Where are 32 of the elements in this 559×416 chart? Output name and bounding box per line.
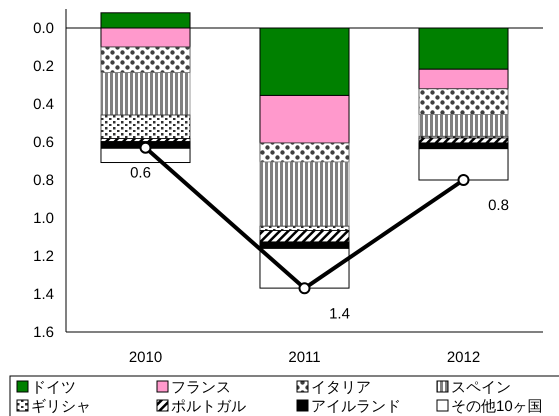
bar [260, 162, 350, 227]
point [298, 282, 310, 294]
legend-label: ギリシャ [31, 398, 91, 415]
legend-label: ポルトガル [171, 398, 246, 415]
bar [100, 46, 190, 74]
legend-label: アイルランド [311, 398, 401, 415]
y-tick-label: 0.2 [33, 58, 54, 75]
y-tick-label: 0.8 [33, 172, 54, 189]
legend-label: その他10ヶ国 [451, 398, 543, 415]
y-tick-label: 1.6 [33, 324, 54, 341]
data-label: 0.6 [130, 164, 151, 182]
data-label: 0.8 [488, 197, 509, 214]
bar [100, 72, 190, 116]
y-tick-label: 1.4 [33, 286, 54, 303]
y-tick-label: 1.0 [33, 210, 54, 227]
bar [100, 114, 190, 139]
legend-label: ドイツ [31, 379, 76, 396]
legend-label: フランス [171, 379, 231, 396]
legend-label: スペイン [451, 379, 511, 396]
y-tick-label: 1.2 [33, 248, 54, 265]
bar [418, 114, 508, 137]
x-tick-label: 2011 [288, 349, 321, 366]
y-tick-label: 0.6 [33, 134, 54, 151]
legend-label: イタリア [311, 379, 371, 396]
bar [418, 88, 508, 115]
x-tick-label: 2012 [446, 349, 480, 366]
data-label: 1.4 [329, 305, 350, 322]
y-tick-label: 0.0 [33, 20, 54, 37]
point [458, 174, 470, 186]
x-tick-label: 2010 [128, 349, 162, 366]
bar [260, 142, 350, 162]
y-tick-label: 0.4 [33, 96, 54, 113]
